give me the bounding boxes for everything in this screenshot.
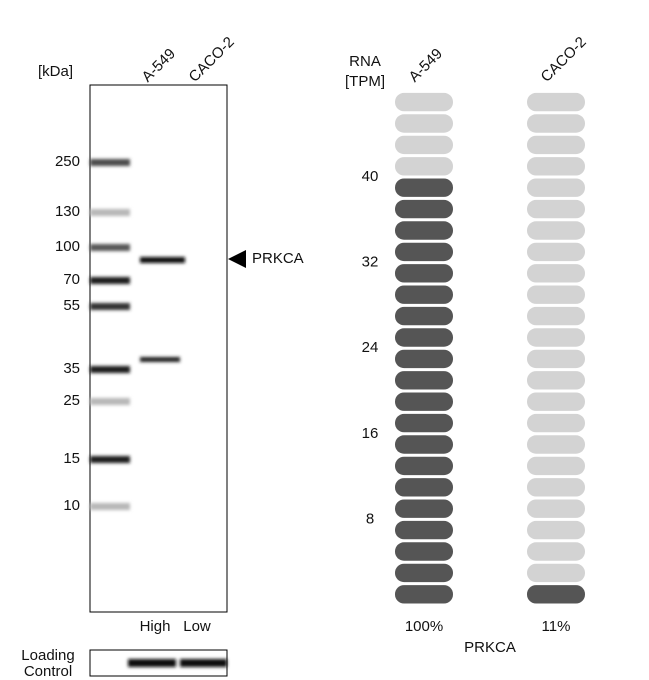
arrow — [228, 250, 246, 268]
marker-label: 15 — [63, 450, 80, 467]
rna-segment-filled — [395, 520, 453, 540]
rna-segment — [527, 435, 585, 454]
ladder-band — [90, 244, 130, 251]
ladder-band — [90, 398, 130, 405]
rna-segment-filled — [395, 542, 453, 561]
rna-title: RNA — [349, 53, 381, 70]
rna-title: [TPM] — [345, 73, 385, 90]
ladder-band — [90, 503, 130, 510]
rna-segment — [527, 478, 585, 497]
rna-segment-filled — [395, 285, 453, 304]
y-tick-label: 16 — [362, 425, 379, 442]
rna-segment-filled — [395, 499, 453, 518]
rna-segment — [527, 199, 585, 219]
rna-segment-filled — [395, 585, 453, 604]
rna-segment-filled — [395, 456, 453, 476]
rna-segment — [527, 520, 585, 540]
rna-segment — [527, 499, 585, 518]
loading-bands — [128, 659, 227, 667]
band — [128, 659, 176, 667]
loading-label: Loading — [21, 647, 74, 664]
band — [180, 659, 227, 667]
marker-label: 130 — [55, 203, 80, 220]
ladder-band — [90, 303, 130, 310]
y-tick-label: 32 — [362, 254, 379, 271]
rna-segment-filled — [395, 371, 453, 390]
rna-segment-filled — [395, 478, 453, 497]
band — [140, 257, 185, 263]
rna-segment — [527, 178, 585, 197]
level-label: High — [140, 618, 171, 635]
rna-segment-filled — [395, 242, 453, 262]
ladder-band — [90, 366, 130, 373]
ladder-band — [90, 456, 130, 463]
rna-segment — [395, 92, 453, 112]
rna-segment-filled — [395, 306, 453, 326]
y-tick-label: 24 — [362, 339, 379, 356]
rna-segment — [527, 563, 585, 583]
ladder-band — [90, 209, 130, 216]
rna-segment-filled — [395, 392, 453, 411]
lane-label: CACO-2 — [186, 34, 238, 86]
percent-label: 11% — [542, 618, 571, 635]
rna-segment — [527, 92, 585, 112]
rna-segment — [527, 221, 585, 240]
rna-segment — [527, 157, 585, 176]
rna-segment — [395, 157, 453, 176]
target-label: PRKCA — [252, 250, 304, 267]
rna-segment — [527, 114, 585, 133]
marker-label: 55 — [63, 297, 80, 314]
sample-label: A-549 — [406, 45, 446, 85]
rna-segment — [527, 413, 585, 433]
y-tick-label: 8 — [366, 510, 374, 527]
rna-segment — [527, 542, 585, 561]
ladder-band — [90, 159, 130, 166]
rna-segment — [527, 392, 585, 411]
rna-segment-filled — [395, 178, 453, 197]
band — [140, 357, 180, 362]
level-label: Low — [183, 618, 211, 635]
rna-segment — [527, 135, 585, 155]
rna-segment — [395, 114, 453, 133]
rna-segment — [527, 328, 585, 347]
rna-segment — [527, 456, 585, 476]
y-tick-label: 40 — [362, 168, 379, 185]
rna-segment-filled — [395, 199, 453, 219]
rna-segment-filled — [395, 563, 453, 583]
rna-segment-filled — [395, 413, 453, 433]
rna-segment — [527, 306, 585, 326]
percent-label: 100% — [405, 618, 443, 635]
marker-label: 35 — [63, 360, 80, 377]
rna-segment-filled — [395, 264, 453, 283]
lane-label: A-549 — [139, 45, 179, 85]
rna-segment — [527, 264, 585, 283]
rna-segment-filled — [395, 221, 453, 240]
rna-segment — [527, 349, 585, 369]
ladder-band — [90, 277, 130, 284]
rna-segment-filled — [527, 585, 585, 604]
bands — [90, 159, 185, 510]
loading-label: Control — [24, 663, 72, 680]
unit-label: [kDa] — [38, 63, 73, 80]
sample-label: CACO-2 — [538, 34, 590, 86]
marker-label: 10 — [63, 497, 80, 514]
blot-frame — [89, 84, 228, 613]
marker-label: 70 — [63, 271, 80, 288]
marker-label: 25 — [63, 392, 80, 409]
rna-segment — [527, 285, 585, 304]
rna-segment — [395, 135, 453, 155]
gene-label: PRKCA — [464, 639, 516, 656]
rna-segment — [527, 242, 585, 262]
rna-segment — [527, 371, 585, 390]
marker-label: 250 — [55, 153, 80, 170]
marker-label: 100 — [55, 238, 80, 255]
rna-segment-filled — [395, 349, 453, 369]
rna-segment-filled — [395, 328, 453, 347]
rna-segment-filled — [395, 435, 453, 454]
